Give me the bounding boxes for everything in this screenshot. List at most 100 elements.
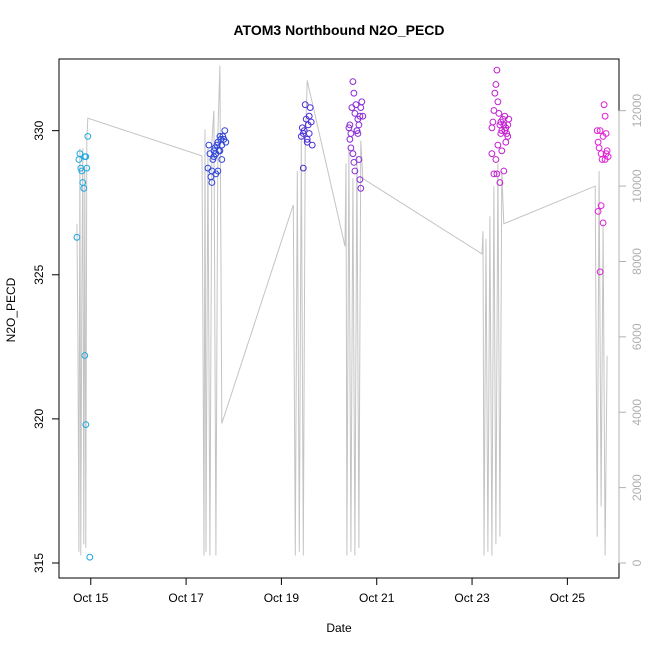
data-point bbox=[350, 159, 358, 166]
data-point bbox=[491, 89, 499, 97]
data-point bbox=[305, 112, 313, 120]
y2-tick-label: 4000 bbox=[630, 399, 644, 426]
n2o-points bbox=[73, 66, 612, 561]
altitude-line bbox=[76, 65, 608, 556]
data-point bbox=[307, 118, 315, 126]
data-point bbox=[300, 127, 308, 135]
y2-tick-label: 10000 bbox=[630, 169, 644, 203]
data-point bbox=[82, 153, 90, 161]
data-point bbox=[349, 78, 357, 85]
data-point bbox=[219, 133, 227, 140]
data-point bbox=[352, 101, 360, 109]
x-tick-label: Oct 19 bbox=[264, 591, 300, 605]
data-point bbox=[308, 141, 316, 149]
data-point bbox=[496, 179, 504, 186]
x-tick-label: Oct 17 bbox=[168, 591, 204, 605]
x-axis-label: Date bbox=[326, 621, 352, 635]
data-point bbox=[81, 352, 89, 359]
data-point bbox=[218, 156, 226, 163]
data-point bbox=[597, 202, 605, 210]
data-point bbox=[351, 110, 359, 117]
data-point bbox=[301, 101, 309, 109]
data-point bbox=[84, 133, 92, 140]
y2-tick-label: 2000 bbox=[630, 474, 644, 501]
data-point bbox=[502, 138, 510, 146]
data-point bbox=[347, 144, 355, 152]
y-axis-left: 315 320 325 330 bbox=[32, 120, 60, 573]
data-point bbox=[214, 167, 222, 175]
data-point bbox=[356, 112, 364, 120]
data-point bbox=[599, 219, 607, 227]
data-point bbox=[495, 110, 503, 117]
data-point bbox=[358, 98, 366, 106]
data-point bbox=[490, 107, 498, 114]
data-point bbox=[601, 112, 609, 120]
data-point bbox=[73, 233, 81, 241]
data-point bbox=[346, 135, 354, 143]
data-point bbox=[596, 268, 604, 276]
data-point bbox=[350, 89, 358, 97]
data-point bbox=[82, 421, 90, 429]
data-point bbox=[500, 167, 508, 175]
data-point bbox=[205, 141, 213, 149]
data-point bbox=[594, 138, 602, 146]
altitude-series bbox=[76, 65, 608, 556]
y-axis-label: N2O_PECD bbox=[4, 277, 18, 342]
data-point bbox=[494, 141, 502, 149]
data-point bbox=[490, 170, 498, 178]
data-point bbox=[76, 150, 84, 158]
data-point bbox=[86, 553, 94, 561]
data-point bbox=[209, 156, 217, 163]
data-point bbox=[357, 104, 365, 111]
data-point bbox=[222, 138, 230, 146]
data-point bbox=[600, 101, 608, 109]
data-point bbox=[498, 147, 506, 155]
data-point bbox=[602, 150, 610, 158]
y2-tick-label: 0 bbox=[630, 559, 644, 566]
data-point bbox=[353, 127, 361, 135]
data-point bbox=[345, 124, 353, 132]
x-tick-label: Oct 15 bbox=[73, 591, 109, 605]
data-point bbox=[598, 156, 606, 163]
x-tick-label: Oct 25 bbox=[550, 591, 586, 605]
data-point bbox=[596, 127, 604, 135]
y2-tick-label: 6000 bbox=[630, 323, 644, 350]
y-tick-label: 325 bbox=[32, 264, 46, 284]
data-point bbox=[216, 147, 224, 155]
data-point bbox=[357, 184, 365, 192]
data-point bbox=[221, 127, 229, 135]
data-point bbox=[504, 133, 512, 140]
data-point bbox=[80, 184, 88, 192]
data-point bbox=[305, 130, 313, 137]
data-point bbox=[501, 127, 509, 135]
data-point bbox=[505, 115, 513, 123]
data-point bbox=[299, 164, 307, 172]
data-point bbox=[359, 112, 367, 120]
data-point bbox=[351, 167, 359, 175]
data-point bbox=[210, 153, 218, 161]
data-point bbox=[356, 176, 364, 184]
x-axis: Oct 15 Oct 17 Oct 19 Oct 21 Oct 23 Oct 25 bbox=[73, 577, 586, 605]
y-tick-label: 330 bbox=[32, 120, 46, 140]
y2-tick-label: 12000 bbox=[630, 94, 644, 128]
data-point bbox=[493, 170, 501, 178]
data-point bbox=[346, 121, 354, 129]
data-point bbox=[208, 179, 216, 186]
data-point bbox=[593, 127, 601, 135]
data-point bbox=[492, 156, 500, 163]
data-point bbox=[602, 130, 610, 137]
data-point bbox=[303, 135, 311, 143]
data-point bbox=[488, 150, 496, 158]
data-point bbox=[75, 156, 83, 163]
data-point bbox=[306, 104, 314, 111]
data-point bbox=[488, 124, 496, 132]
data-point bbox=[213, 141, 221, 149]
x-tick-label: Oct 21 bbox=[359, 591, 395, 605]
data-point bbox=[347, 130, 355, 137]
data-point bbox=[78, 167, 86, 175]
data-point bbox=[489, 118, 497, 126]
y-tick-label: 320 bbox=[32, 409, 46, 429]
x-tick-label: Oct 23 bbox=[454, 591, 490, 605]
data-point bbox=[595, 144, 603, 152]
